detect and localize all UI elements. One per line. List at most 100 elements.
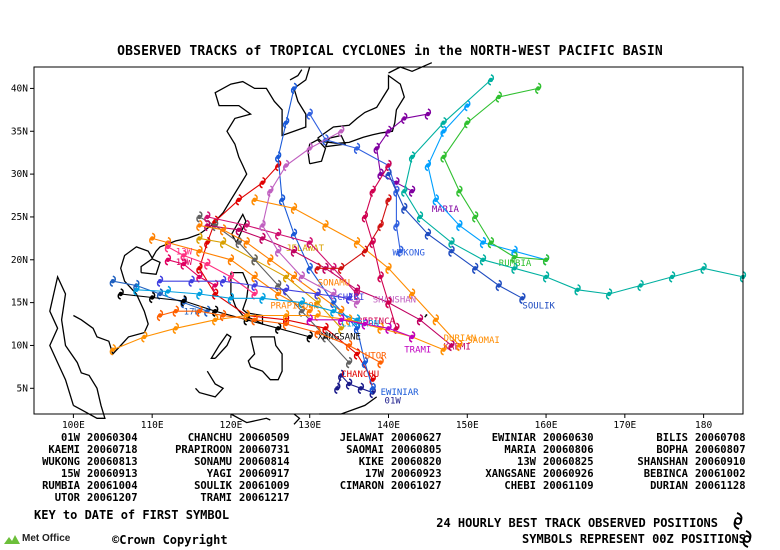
track-point-arm — [314, 326, 321, 339]
key-entry: BOPHA 20060807 — [618, 444, 770, 456]
track-point-arm — [574, 284, 581, 296]
track-point-arm — [267, 254, 274, 266]
track-point-core — [346, 381, 352, 387]
track-point — [397, 245, 404, 257]
key-table-row: KAEMI 20060718 PRAPIROON 20060731 SAOMAI 2006… — [10, 444, 770, 456]
track-point-core — [409, 334, 415, 340]
track-point-core — [370, 377, 375, 382]
track-point — [361, 245, 369, 257]
key-entry: RUMBIA 20061004 — [10, 480, 162, 492]
track-point — [605, 288, 613, 300]
track-trami: TRAMI — [306, 314, 431, 355]
track-point — [440, 116, 447, 129]
track-point — [259, 219, 266, 232]
track-point — [440, 343, 447, 356]
track-point-arm — [424, 108, 432, 120]
track-line — [199, 237, 342, 329]
track-point — [188, 275, 195, 287]
track-point-core — [283, 120, 289, 125]
track-point-core — [331, 309, 336, 314]
track-point-core — [150, 236, 155, 241]
track-point — [487, 74, 495, 86]
track-point-core — [134, 287, 139, 292]
track-point-core — [307, 146, 312, 151]
track-point-arm — [282, 116, 290, 129]
track-point-core — [157, 279, 163, 284]
track-point-core — [362, 321, 368, 327]
track-point-core — [386, 129, 391, 134]
track-point-arm — [117, 288, 124, 300]
track-point-core — [157, 291, 163, 297]
x-tick-label: 150E — [456, 420, 479, 431]
track-point — [259, 232, 266, 245]
key-entry: 17W 20060923 — [314, 468, 466, 480]
track-point — [338, 369, 345, 382]
key-entry: SONAMU 20060814 — [162, 456, 314, 468]
track-kike — [314, 194, 392, 275]
track-point-core — [205, 214, 210, 220]
track-point-core — [315, 291, 320, 297]
cyclone-symbol-icon-2 — [742, 530, 752, 548]
key-table: 01W 20060304 CHANCHU 20060509 JELAWAT 2006062… — [10, 432, 770, 504]
storm-name: RUMBIA — [42, 480, 80, 492]
storm-name: 01W — [61, 432, 80, 444]
track-point-arm — [369, 185, 376, 197]
track-point-core — [307, 334, 312, 340]
storm-date: 20061128 — [695, 480, 746, 492]
track-point — [243, 219, 250, 232]
track-cimaron: CIMARON — [133, 284, 379, 330]
track-point-core — [165, 289, 171, 294]
key-table-row: 15W 20060913 YAGI 20060917 17W 20060923 XANGSA… — [10, 468, 770, 480]
track-point — [267, 254, 274, 266]
track-point-core — [205, 261, 210, 267]
track-point-core — [402, 206, 407, 211]
track-point-core — [378, 171, 383, 177]
track-point-core — [378, 360, 383, 365]
plot-border — [33, 66, 744, 415]
storm-date: 20061207 — [87, 492, 138, 504]
storm-date: 20061009 — [239, 480, 290, 492]
track-point — [338, 262, 345, 275]
track-point — [298, 296, 305, 309]
track-point-core — [291, 274, 297, 280]
storm-date: 20060630 — [543, 432, 594, 444]
track-point-core — [386, 163, 391, 168]
track-point-core — [236, 197, 241, 202]
track-point-arm — [212, 288, 219, 300]
cyclone-symbol-icon — [733, 512, 743, 530]
storm-name: 13W — [517, 456, 536, 468]
track-point — [133, 284, 140, 296]
x-tick-label: 160E — [535, 420, 558, 431]
storm-date: 20061109 — [543, 480, 594, 492]
track-point-core — [228, 257, 234, 262]
track-point-core — [173, 309, 178, 314]
track-point — [180, 249, 187, 262]
track-point — [164, 285, 172, 298]
storm-name: SOULIK — [194, 480, 232, 492]
track-point — [322, 322, 329, 335]
track-point-core — [339, 129, 344, 134]
track-label: JELAWAT — [286, 244, 325, 254]
track-point — [377, 356, 384, 369]
track-point — [314, 288, 321, 300]
track-point-arm — [353, 236, 361, 249]
track-point — [353, 296, 361, 309]
track-point — [149, 232, 156, 245]
track-point — [385, 125, 392, 138]
x-tick-label: 170E — [613, 420, 636, 431]
storm-date: 20061217 — [239, 492, 290, 504]
storm-date: 20060813 — [87, 456, 138, 468]
key-entry: DURIAN 20061128 — [618, 480, 770, 492]
track-point-core — [268, 189, 273, 194]
track-point-arm — [385, 168, 392, 180]
track-point-core — [299, 300, 304, 305]
track-label: SONAMU — [318, 278, 351, 288]
key-entry: SHANSHAN 20060910 — [618, 456, 770, 468]
track-point-core — [575, 287, 580, 292]
track-point — [330, 305, 337, 317]
track-point-arm — [212, 305, 219, 317]
track-point-core — [279, 197, 285, 202]
track-point-arm — [361, 211, 369, 223]
track-point-arm — [739, 271, 747, 283]
track-point-arm — [306, 108, 313, 120]
